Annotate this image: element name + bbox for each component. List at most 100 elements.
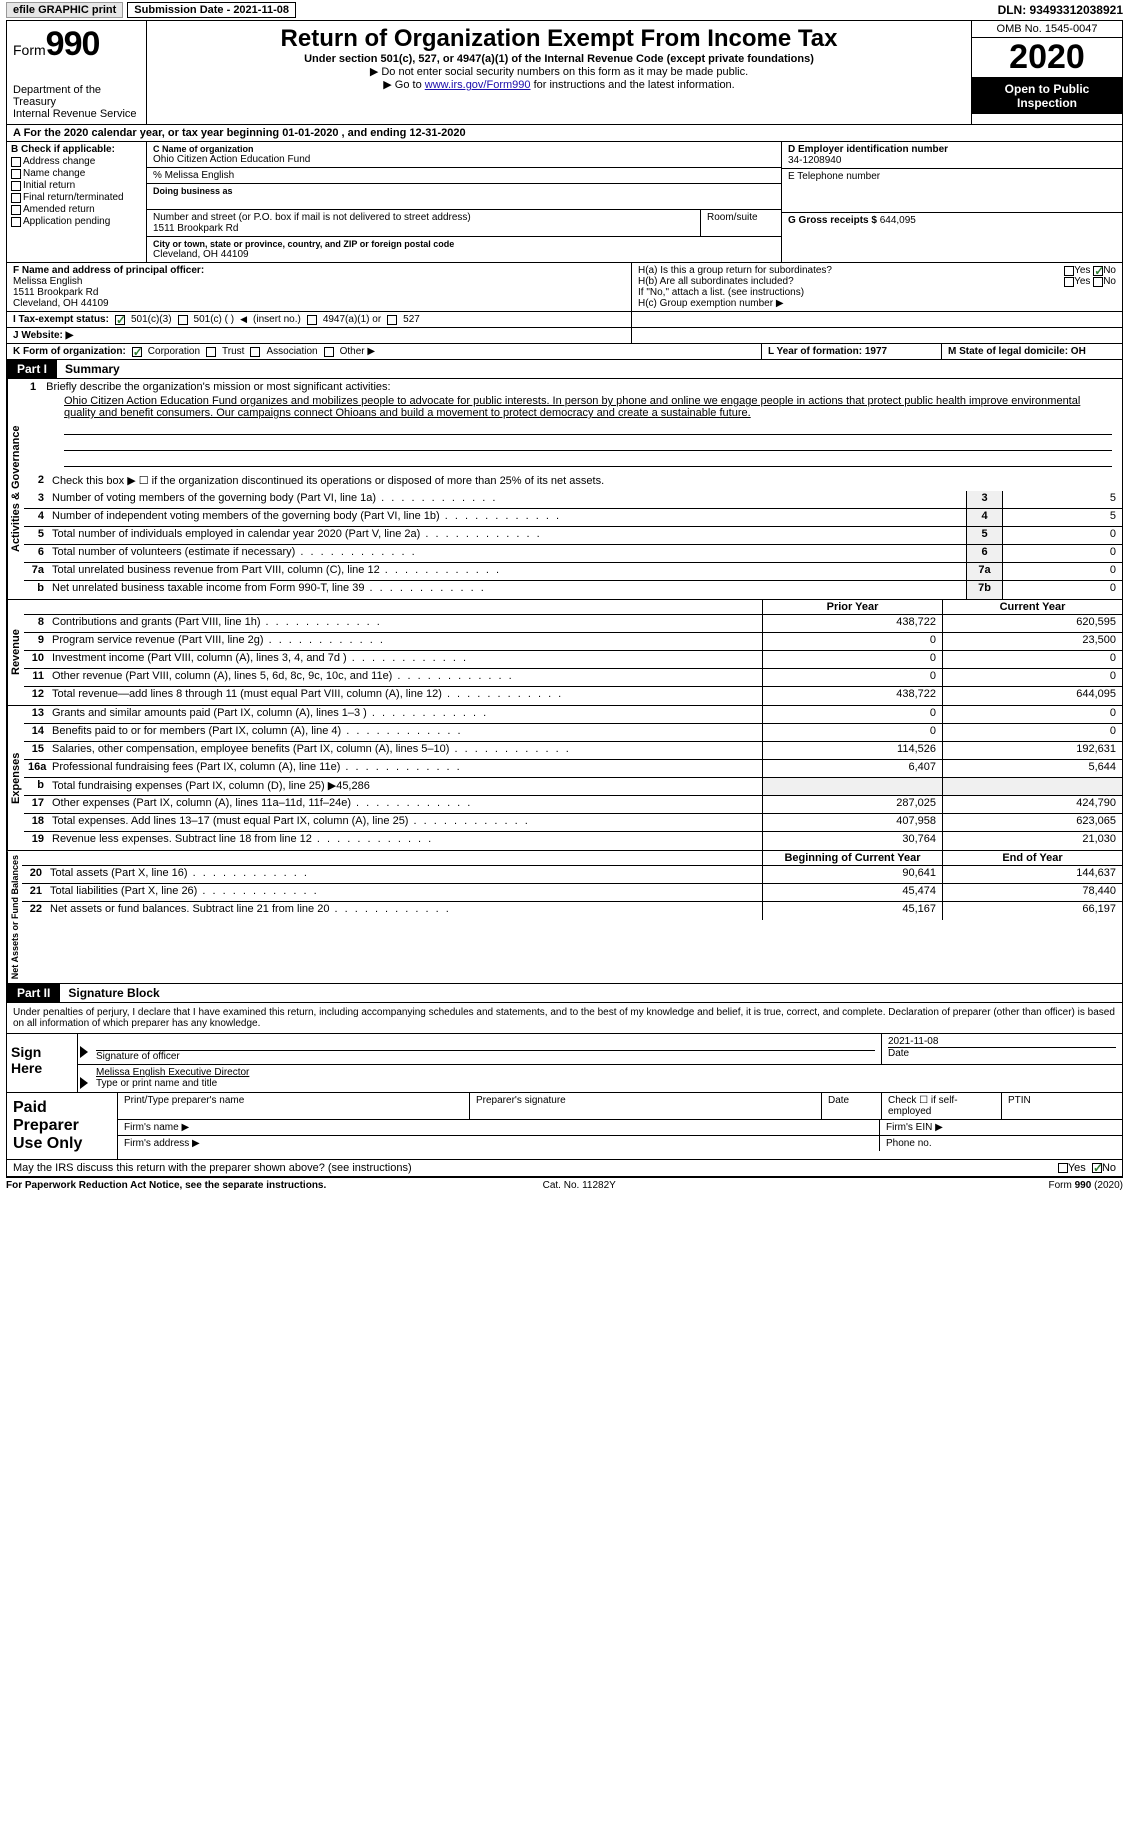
h-group: H(a) Is this a group return for subordin… <box>632 263 1122 311</box>
sig-date: 2021-11-08 <box>888 1036 1116 1047</box>
end-year-header: End of Year <box>942 851 1122 865</box>
part2-header: Part II Signature Block <box>7 984 1122 1003</box>
data-row: 10Investment income (Part VIII, column (… <box>24 651 1122 669</box>
b-check-item: Amended return <box>11 204 142 215</box>
link-note: ▶ Go to www.irs.gov/Form990 for instruct… <box>155 78 963 91</box>
efile-button[interactable]: efile GRAPHIC print <box>6 2 123 18</box>
footer-left: For Paperwork Reduction Act Notice, see … <box>6 1180 326 1191</box>
open-inspection: Open to Public Inspection <box>972 78 1122 114</box>
activities-section: Activities & Governance 1Briefly describ… <box>7 379 1122 600</box>
sign-here-block: Sign Here Signature of officer 2021-11-0… <box>7 1034 1122 1093</box>
line1-num: 1 <box>30 381 36 393</box>
declaration-text: Under penalties of perjury, I declare th… <box>7 1003 1122 1034</box>
activities-row: 6Total number of volunteers (estimate if… <box>24 545 1122 563</box>
data-row: 14Benefits paid to or for members (Part … <box>24 724 1122 742</box>
assoc-checkbox[interactable] <box>250 347 260 357</box>
no-label2: No <box>1103 276 1116 287</box>
ssn-note: ▶ Do not enter social security numbers o… <box>155 65 963 78</box>
dln-label: DLN: 93493312038921 <box>998 3 1123 17</box>
col-d-to-g: D Employer identification number 34-1208… <box>782 142 1122 262</box>
b-checkbox[interactable] <box>11 205 21 215</box>
activities-row: 4Number of independent voting members of… <box>24 509 1122 527</box>
b-check-item: Application pending <box>11 216 142 227</box>
m-state: M State of legal domicile: OH <box>948 346 1086 357</box>
top-bar: efile GRAPHIC print Submission Date - 20… <box>0 0 1129 20</box>
submission-date: Submission Date - 2021-11-08 <box>127 2 296 18</box>
activities-row: 7aTotal unrelated business revenue from … <box>24 563 1122 581</box>
opt-other: Other ▶ <box>340 346 375 357</box>
expenses-section: Expenses 13Grants and similar amounts pa… <box>7 706 1122 851</box>
opt-527: 527 <box>403 314 420 325</box>
b-checkbox[interactable] <box>11 181 21 191</box>
ha-yes-checkbox[interactable] <box>1064 266 1074 276</box>
row-j: J Website: ▶ <box>7 328 1122 343</box>
hb-note: If "No," attach a list. (see instruction… <box>638 287 1116 298</box>
sign-here-label: Sign Here <box>7 1034 77 1092</box>
page-footer: For Paperwork Reduction Act Notice, see … <box>0 1178 1129 1193</box>
b-check-label: Name change <box>23 168 85 179</box>
officer-print-name: Melissa English Executive Director <box>96 1067 1116 1078</box>
hb-no-checkbox[interactable] <box>1093 277 1103 287</box>
c-label: C Name of organization <box>153 144 775 154</box>
d-label: D Employer identification number <box>788 144 1116 155</box>
b-check-label: Amended return <box>23 204 95 215</box>
officer-name: Melissa English <box>13 276 82 287</box>
line1-desc: Briefly describe the organization's miss… <box>46 381 390 393</box>
4947-checkbox[interactable] <box>307 315 317 325</box>
city-label: City or town, state or province, country… <box>153 239 775 249</box>
row-a-period: A For the 2020 calendar year, or tax yea… <box>7 125 1122 142</box>
beg-year-header: Beginning of Current Year <box>762 851 942 865</box>
501c3-checkbox[interactable] <box>115 315 125 325</box>
opt-corp: Corporation <box>148 346 200 357</box>
501c-checkbox[interactable] <box>178 315 188 325</box>
other-checkbox[interactable] <box>324 347 334 357</box>
data-row: 8Contributions and grants (Part VIII, li… <box>24 615 1122 633</box>
527-checkbox[interactable] <box>387 315 397 325</box>
prep-sig-label: Preparer's signature <box>470 1093 822 1119</box>
room-label: Room/suite <box>707 212 758 223</box>
trust-checkbox[interactable] <box>206 347 216 357</box>
mission-text: Ohio Citizen Action Education Fund organ… <box>24 395 1122 419</box>
header-left: Form990 Department of the Treasury Inter… <box>7 21 147 124</box>
line2-desc: Check this box ▶ ☐ if the organization d… <box>48 473 1122 491</box>
prep-name-label: Print/Type preparer's name <box>118 1093 470 1119</box>
footer-right: Form 990 (2020) <box>1049 1180 1123 1191</box>
discuss-row: May the IRS discuss this return with the… <box>7 1160 1122 1177</box>
prep-self-employed: Check ☐ if self-employed <box>882 1093 1002 1119</box>
sig-arrow-icon <box>80 1046 88 1058</box>
discuss-no-checkbox[interactable] <box>1092 1163 1102 1173</box>
revenue-side-label: Revenue <box>7 600 24 705</box>
sig-date-label: Date <box>888 1047 1116 1059</box>
firm-ein-label: Firm's EIN ▶ <box>880 1120 1122 1135</box>
section-b-to-g: B Check if applicable: Address changeNam… <box>7 142 1122 263</box>
officer-addr2: Cleveland, OH 44109 <box>13 298 109 309</box>
dba-label: Doing business as <box>153 186 775 196</box>
b-check-label: Address change <box>23 156 95 167</box>
b-check-item: Name change <box>11 168 142 179</box>
data-row: 18Total expenses. Add lines 13–17 (must … <box>24 814 1122 832</box>
b-checkbox[interactable] <box>11 157 21 167</box>
omb-number: OMB No. 1545-0047 <box>972 21 1122 38</box>
form-header: Form990 Department of the Treasury Inter… <box>7 21 1122 125</box>
b-checkbox[interactable] <box>11 169 21 179</box>
e-label: E Telephone number <box>788 171 1116 182</box>
discuss-yes-checkbox[interactable] <box>1058 1163 1068 1173</box>
part2-label: Part II <box>7 984 60 1002</box>
col-b-checkboxes: B Check if applicable: Address changeNam… <box>7 142 147 262</box>
b-checkbox[interactable] <box>11 217 21 227</box>
hb-yes-checkbox[interactable] <box>1064 277 1074 287</box>
data-row: 16aProfessional fundraising fees (Part I… <box>24 760 1122 778</box>
data-row: 17Other expenses (Part IX, column (A), l… <box>24 796 1122 814</box>
prep-date-label: Date <box>822 1093 882 1119</box>
discuss-no: No <box>1102 1162 1116 1174</box>
street-address: 1511 Brookpark Rd <box>153 223 694 234</box>
ha-no-checkbox[interactable] <box>1093 266 1103 276</box>
data-row: 21Total liabilities (Part X, line 26)45,… <box>22 884 1122 902</box>
irs-link[interactable]: www.irs.gov/Form990 <box>425 79 531 91</box>
corp-checkbox[interactable] <box>132 347 142 357</box>
j-label: J Website: ▶ <box>13 330 73 341</box>
b-checkbox[interactable] <box>11 193 21 203</box>
sig-officer-label: Signature of officer <box>96 1050 875 1062</box>
data-row: 20Total assets (Part X, line 16)90,64114… <box>22 866 1122 884</box>
f-label: F Name and address of principal officer: <box>13 265 204 276</box>
